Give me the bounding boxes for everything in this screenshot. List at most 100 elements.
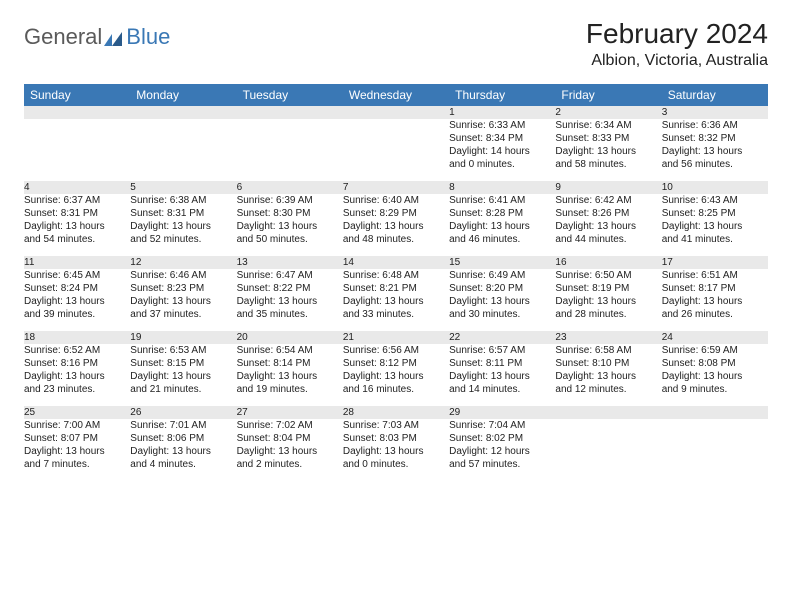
location: Albion, Victoria, Australia xyxy=(586,52,768,70)
day-number xyxy=(662,406,768,419)
day-sunrise: Sunrise: 6:51 AM xyxy=(662,269,768,282)
day-cell: Sunrise: 6:41 AMSunset: 8:28 PMDaylight:… xyxy=(449,194,555,256)
week-daynum-row: 2526272829 xyxy=(24,406,768,419)
day-cell: Sunrise: 6:38 AMSunset: 8:31 PMDaylight:… xyxy=(130,194,236,256)
col-saturday: Saturday xyxy=(662,84,768,106)
col-monday: Monday xyxy=(130,84,236,106)
day-cell: Sunrise: 6:57 AMSunset: 8:11 PMDaylight:… xyxy=(449,344,555,406)
header-row: Sunday Monday Tuesday Wednesday Thursday… xyxy=(24,84,768,106)
day-cell: Sunrise: 6:43 AMSunset: 8:25 PMDaylight:… xyxy=(662,194,768,256)
day-sunset: Sunset: 8:33 PM xyxy=(555,132,661,145)
day-sunrise: Sunrise: 6:52 AM xyxy=(24,344,130,357)
day-daylight2: and 16 minutes. xyxy=(343,383,449,396)
day-cell: Sunrise: 7:04 AMSunset: 8:02 PMDaylight:… xyxy=(449,419,555,481)
day-number xyxy=(24,106,130,119)
day-sunrise: Sunrise: 6:54 AM xyxy=(237,344,343,357)
day-daylight1: Daylight: 13 hours xyxy=(555,295,661,308)
day-cell: Sunrise: 6:47 AMSunset: 8:22 PMDaylight:… xyxy=(237,269,343,331)
day-sunset: Sunset: 8:31 PM xyxy=(24,207,130,220)
day-sunrise: Sunrise: 6:48 AM xyxy=(343,269,449,282)
day-daylight1: Daylight: 13 hours xyxy=(662,220,768,233)
day-cell: Sunrise: 7:00 AMSunset: 8:07 PMDaylight:… xyxy=(24,419,130,481)
day-cell: Sunrise: 6:52 AMSunset: 8:16 PMDaylight:… xyxy=(24,344,130,406)
week-data-row: Sunrise: 6:52 AMSunset: 8:16 PMDaylight:… xyxy=(24,344,768,406)
logo-icon xyxy=(102,24,126,50)
day-number: 17 xyxy=(662,256,768,269)
day-cell: Sunrise: 6:34 AMSunset: 8:33 PMDaylight:… xyxy=(555,119,661,181)
title-block: February 2024 Albion, Victoria, Australi… xyxy=(586,18,768,70)
day-daylight2: and 41 minutes. xyxy=(662,233,768,246)
day-sunset: Sunset: 8:25 PM xyxy=(662,207,768,220)
day-cell: Sunrise: 6:51 AMSunset: 8:17 PMDaylight:… xyxy=(662,269,768,331)
day-daylight1: Daylight: 13 hours xyxy=(343,295,449,308)
day-sunset: Sunset: 8:08 PM xyxy=(662,357,768,370)
day-cell: Sunrise: 6:39 AMSunset: 8:30 PMDaylight:… xyxy=(237,194,343,256)
day-cell: Sunrise: 7:01 AMSunset: 8:06 PMDaylight:… xyxy=(130,419,236,481)
day-number: 15 xyxy=(449,256,555,269)
day-daylight1: Daylight: 13 hours xyxy=(449,295,555,308)
week-data-row: Sunrise: 6:33 AMSunset: 8:34 PMDaylight:… xyxy=(24,119,768,181)
day-number: 7 xyxy=(343,181,449,194)
day-number xyxy=(555,406,661,419)
day-daylight2: and 35 minutes. xyxy=(237,308,343,321)
day-sunset: Sunset: 8:14 PM xyxy=(237,357,343,370)
day-daylight2: and 0 minutes. xyxy=(343,458,449,471)
day-daylight2: and 56 minutes. xyxy=(662,158,768,171)
day-sunrise: Sunrise: 6:38 AM xyxy=(130,194,236,207)
day-daylight1: Daylight: 13 hours xyxy=(237,295,343,308)
day-sunrise: Sunrise: 6:57 AM xyxy=(449,344,555,357)
day-daylight1: Daylight: 13 hours xyxy=(130,370,236,383)
week-data-row: Sunrise: 7:00 AMSunset: 8:07 PMDaylight:… xyxy=(24,419,768,481)
day-daylight2: and 33 minutes. xyxy=(343,308,449,321)
day-number: 14 xyxy=(343,256,449,269)
day-number: 20 xyxy=(237,331,343,344)
day-number xyxy=(343,106,449,119)
day-cell: Sunrise: 6:48 AMSunset: 8:21 PMDaylight:… xyxy=(343,269,449,331)
day-sunset: Sunset: 8:19 PM xyxy=(555,282,661,295)
day-cell xyxy=(130,119,236,181)
day-sunset: Sunset: 8:12 PM xyxy=(343,357,449,370)
day-daylight2: and 19 minutes. xyxy=(237,383,343,396)
day-cell: Sunrise: 6:50 AMSunset: 8:19 PMDaylight:… xyxy=(555,269,661,331)
day-daylight1: Daylight: 13 hours xyxy=(662,295,768,308)
day-sunset: Sunset: 8:17 PM xyxy=(662,282,768,295)
day-daylight1: Daylight: 12 hours xyxy=(449,445,555,458)
day-daylight1: Daylight: 13 hours xyxy=(24,370,130,383)
day-daylight2: and 26 minutes. xyxy=(662,308,768,321)
day-cell: Sunrise: 6:45 AMSunset: 8:24 PMDaylight:… xyxy=(24,269,130,331)
day-sunrise: Sunrise: 6:50 AM xyxy=(555,269,661,282)
day-cell: Sunrise: 6:37 AMSunset: 8:31 PMDaylight:… xyxy=(24,194,130,256)
day-daylight1: Daylight: 13 hours xyxy=(237,370,343,383)
day-cell: Sunrise: 7:03 AMSunset: 8:03 PMDaylight:… xyxy=(343,419,449,481)
day-sunset: Sunset: 8:07 PM xyxy=(24,432,130,445)
day-cell: Sunrise: 6:33 AMSunset: 8:34 PMDaylight:… xyxy=(449,119,555,181)
day-daylight1: Daylight: 13 hours xyxy=(24,220,130,233)
week-daynum-row: 123 xyxy=(24,106,768,119)
day-cell: Sunrise: 6:40 AMSunset: 8:29 PMDaylight:… xyxy=(343,194,449,256)
day-sunrise: Sunrise: 6:39 AM xyxy=(237,194,343,207)
day-sunset: Sunset: 8:22 PM xyxy=(237,282,343,295)
day-daylight2: and 57 minutes. xyxy=(449,458,555,471)
day-daylight1: Daylight: 13 hours xyxy=(555,145,661,158)
col-wednesday: Wednesday xyxy=(343,84,449,106)
day-daylight2: and 23 minutes. xyxy=(24,383,130,396)
day-number: 10 xyxy=(662,181,768,194)
day-sunrise: Sunrise: 6:58 AM xyxy=(555,344,661,357)
day-daylight1: Daylight: 13 hours xyxy=(343,445,449,458)
day-cell: Sunrise: 6:49 AMSunset: 8:20 PMDaylight:… xyxy=(449,269,555,331)
day-sunset: Sunset: 8:10 PM xyxy=(555,357,661,370)
day-sunset: Sunset: 8:03 PM xyxy=(343,432,449,445)
week-data-row: Sunrise: 6:37 AMSunset: 8:31 PMDaylight:… xyxy=(24,194,768,256)
day-daylight2: and 37 minutes. xyxy=(130,308,236,321)
day-daylight2: and 7 minutes. xyxy=(24,458,130,471)
day-number: 1 xyxy=(449,106,555,119)
col-thursday: Thursday xyxy=(449,84,555,106)
day-sunset: Sunset: 8:29 PM xyxy=(343,207,449,220)
week-daynum-row: 11121314151617 xyxy=(24,256,768,269)
day-sunset: Sunset: 8:02 PM xyxy=(449,432,555,445)
day-cell: Sunrise: 6:36 AMSunset: 8:32 PMDaylight:… xyxy=(662,119,768,181)
day-cell xyxy=(662,419,768,481)
day-number: 13 xyxy=(237,256,343,269)
day-daylight2: and 46 minutes. xyxy=(449,233,555,246)
day-sunrise: Sunrise: 6:56 AM xyxy=(343,344,449,357)
